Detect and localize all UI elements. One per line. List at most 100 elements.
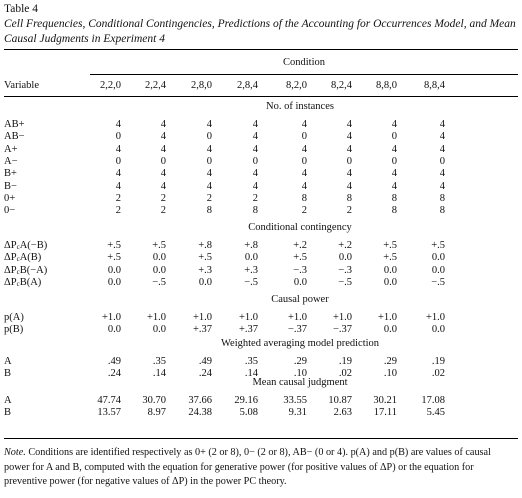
table-cell: 4	[301, 119, 307, 130]
table-cell: 0.0	[107, 276, 121, 288]
condition-header: 2,8,0	[191, 80, 212, 91]
top-rule	[4, 49, 518, 50]
table-cell: −.3	[293, 264, 307, 276]
table-cell: 24.38	[188, 407, 212, 419]
table-cell: 0	[206, 131, 212, 143]
table-cell: 0.0	[293, 276, 307, 288]
table-cell: −.3	[338, 264, 352, 276]
table-cell: 0.0	[107, 264, 121, 276]
row-label: 0+	[4, 192, 16, 204]
table-cell: 0.0	[244, 252, 258, 264]
table-cell: 2	[115, 205, 121, 217]
table-cell: 0.0	[431, 252, 445, 264]
table-cell: .49	[107, 356, 121, 367]
spanner-rule	[90, 74, 518, 75]
table-cell: 4	[252, 180, 258, 192]
row-label: A	[4, 356, 12, 367]
table-cell: −.5	[338, 276, 352, 288]
table-cell: 0	[160, 155, 166, 167]
table-cell: 4	[301, 180, 307, 192]
table-cell: 8	[301, 192, 307, 204]
table-cell: +.5	[383, 252, 397, 264]
table-cell: .35	[152, 356, 166, 367]
table-cell: 5.45	[426, 407, 445, 419]
table-cell: 2	[301, 205, 307, 217]
row-label: B	[4, 368, 12, 380]
table-cell: +.5	[431, 240, 445, 251]
table-cell: 4	[439, 131, 445, 143]
table-cell: +1.0	[238, 312, 258, 323]
table-cell: 4	[391, 180, 397, 192]
table-cell: +.5	[107, 240, 121, 251]
table-note: Note. Conditions are identified respecti…	[4, 446, 518, 490]
row-label: A−	[4, 155, 18, 167]
condition-header: 2,2,0	[100, 80, 121, 91]
table-cell: .29	[293, 356, 307, 367]
table-cell: 4	[252, 168, 258, 180]
table-cell: 4	[206, 119, 212, 130]
table-cell: −.37	[287, 324, 307, 336]
table-cell: 0	[115, 131, 121, 143]
table-cell: 8	[439, 205, 445, 217]
section-title: Conditional contingency	[248, 222, 352, 233]
table-cell: 4	[160, 143, 166, 155]
table-cell: +1.0	[146, 312, 166, 323]
table-cell: 4	[301, 143, 307, 155]
row-label-main: ΔP	[4, 252, 17, 264]
table-cell: 4	[160, 180, 166, 192]
table-cell: 4	[439, 143, 445, 155]
table-cell: 2.63	[333, 407, 352, 419]
table-cell: 4	[391, 168, 397, 180]
table-cell: .10	[293, 368, 307, 380]
row-label-rest: B(A)	[19, 276, 42, 288]
table-cell: 0.0	[198, 276, 212, 288]
condition-header: 2,8,4	[237, 80, 258, 91]
table-cell: 4	[301, 168, 307, 180]
table-cell: 4	[206, 168, 212, 180]
table-cell: .24	[107, 368, 121, 380]
table-cell: 10.87	[328, 395, 352, 406]
table-cell: 13.57	[97, 407, 121, 419]
bottom-rule	[4, 438, 518, 439]
table-cell: 4	[391, 119, 397, 130]
row-label: A+	[4, 143, 18, 155]
table-cell: 8	[206, 205, 212, 217]
row-label-sub: c	[16, 255, 20, 264]
row-label-main: ΔP	[4, 264, 17, 276]
table-cell: 2	[160, 205, 166, 217]
table-cell: 4	[346, 131, 352, 143]
table-cell: 0.0	[383, 276, 397, 288]
table-cell: 4	[160, 168, 166, 180]
row-label-rest: B(−A)	[19, 264, 48, 276]
note-text: Conditions are identified respectively a…	[4, 447, 491, 487]
table-cell: 0.0	[152, 264, 166, 276]
table-cell: .29	[383, 356, 397, 367]
table-cell: +1.0	[287, 312, 307, 323]
row-label: AB−	[4, 131, 25, 143]
table-cell: 0	[206, 155, 212, 167]
table-cell: 0.0	[338, 252, 352, 264]
table-cell: 30.21	[373, 395, 397, 406]
table-cell: 2	[252, 192, 258, 204]
table-cell: .19	[431, 356, 445, 367]
table-cell: 4	[206, 180, 212, 192]
table-cell: 8	[439, 192, 445, 204]
table-cell: +.5	[293, 252, 307, 264]
table-cell: 0	[115, 155, 121, 167]
section-title: Mean causal judgment	[252, 377, 348, 388]
table-cell: 5.08	[239, 407, 258, 419]
row-label: A	[4, 395, 12, 406]
table-cell: 2	[346, 205, 352, 217]
table-cell: +.37	[192, 324, 212, 336]
table-cell: .10	[383, 368, 397, 380]
condition-spanner: Condition	[282, 57, 326, 68]
table-cell: −.5	[431, 276, 445, 288]
table-cell: 2	[160, 192, 166, 204]
row-label: 0−	[4, 205, 16, 217]
table-cell: 29.16	[234, 395, 258, 406]
table-cell: 33.55	[283, 395, 307, 406]
row-label-main: ΔP	[4, 240, 17, 251]
table-cell: 4	[346, 180, 352, 192]
row-label: ΔPcA(B)	[4, 251, 41, 266]
row-label-rest: A(−B)	[19, 240, 48, 251]
